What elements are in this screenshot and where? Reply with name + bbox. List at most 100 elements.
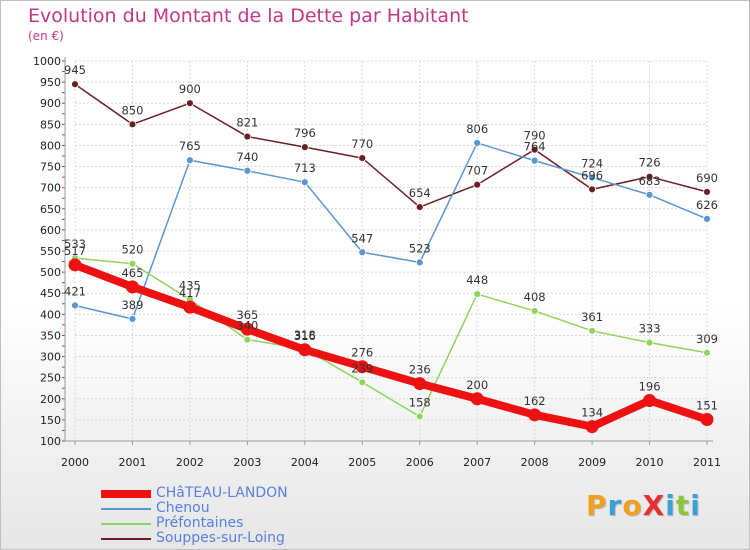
data-point: [585, 420, 599, 434]
data-label: 408: [524, 290, 546, 304]
data-label: 361: [581, 310, 603, 324]
legend-label: Souppes-sur-Loing: [156, 530, 285, 546]
data-point: [243, 335, 252, 344]
logo-letter: P: [586, 489, 608, 522]
x-tick-label: 2011: [693, 456, 721, 469]
x-tick-label: 2002: [176, 456, 204, 469]
y-tick-label: 1000: [33, 55, 61, 68]
y-tick-label: 300: [40, 351, 61, 364]
data-point: [530, 145, 539, 154]
legend-swatch: [101, 523, 151, 525]
y-tick-label: 800: [40, 139, 61, 152]
data-label: 713: [294, 161, 316, 175]
data-label: 821: [236, 116, 258, 130]
data-point: [355, 360, 369, 374]
x-tick-label: 2004: [291, 456, 319, 469]
data-label: 900: [179, 82, 201, 96]
y-tick-label: 150: [40, 414, 61, 427]
data-point: [71, 80, 79, 89]
data-point: [298, 343, 312, 357]
data-label: 236: [409, 363, 431, 377]
chart-unit-label: (en €): [28, 29, 64, 43]
data-label: 850: [121, 103, 143, 117]
y-tick-label: 200: [40, 393, 61, 406]
x-tick-label: 2009: [578, 456, 606, 469]
data-point: [186, 156, 194, 165]
data-point: [128, 315, 137, 323]
data-label: 790: [524, 129, 546, 143]
data-point: [473, 139, 482, 147]
proxiti-logo: ProXiti: [586, 489, 701, 522]
data-label: 134: [581, 406, 603, 420]
data-point: [700, 412, 714, 426]
data-point: [415, 412, 424, 421]
data-label: 448: [466, 273, 488, 287]
y-tick-label: 950: [40, 76, 61, 89]
data-label: 520: [121, 243, 143, 257]
data-point: [588, 326, 596, 335]
data-label: 796: [294, 126, 316, 140]
y-tick-label: 500: [40, 266, 61, 279]
data-label: 740: [236, 150, 258, 164]
data-point: [415, 258, 424, 267]
y-tick-label: 650: [40, 203, 61, 216]
y-tick-label: 400: [40, 308, 61, 321]
data-label: 806: [466, 122, 488, 136]
data-point: [703, 215, 711, 223]
data-label: 626: [696, 198, 718, 212]
data-point: [415, 203, 424, 211]
data-label: 726: [639, 156, 661, 170]
data-label: 316: [294, 329, 316, 343]
data-label: 690: [696, 171, 718, 185]
data-point: [473, 290, 482, 298]
data-label: 162: [524, 394, 546, 408]
data-point: [300, 178, 309, 187]
logo-letter: r: [607, 489, 623, 522]
y-tick-label: 850: [40, 118, 61, 131]
data-point: [645, 172, 654, 181]
chart-title: Evolution du Montant de la Dette par Hab…: [28, 5, 469, 27]
legend-label: Chenou: [156, 500, 210, 516]
legend-swatch: [101, 508, 151, 510]
data-point: [473, 180, 482, 189]
data-label: 764: [524, 140, 546, 154]
data-point: [243, 166, 252, 175]
y-tick-label: 450: [40, 287, 61, 300]
data-label: 435: [179, 279, 201, 293]
data-label: 318: [294, 328, 316, 342]
data-label: 333: [639, 322, 661, 336]
series-line: [71, 260, 711, 431]
logo-letter: i: [690, 489, 701, 522]
data-label: 389: [121, 298, 143, 312]
data-point: [358, 154, 367, 163]
data-label: 151: [696, 398, 718, 412]
data-point: [186, 99, 194, 108]
data-label: 654: [409, 186, 431, 200]
data-point: [413, 377, 427, 391]
logo-letter: i: [665, 489, 676, 522]
y-tick-label: 350: [40, 329, 61, 342]
data-point: [125, 280, 139, 294]
logo-letter: X: [642, 489, 666, 522]
y-tick-label: 100: [40, 435, 61, 448]
data-label: 309: [696, 332, 718, 346]
logo-letter: t: [675, 489, 691, 522]
data-label: 945: [64, 63, 86, 77]
y-tick-label: 750: [40, 161, 61, 174]
data-point: [643, 393, 657, 407]
data-point: [645, 190, 654, 199]
data-label: 465: [121, 266, 143, 280]
legend-swatch: [101, 490, 151, 498]
series-line: [74, 83, 708, 208]
data-point: [588, 173, 596, 182]
data-label: 707: [466, 164, 488, 178]
data-label: 696: [581, 168, 603, 182]
x-tick-label: 2008: [521, 456, 549, 469]
y-tick-label: 900: [40, 97, 61, 110]
data-label: 239: [351, 361, 373, 375]
data-point: [703, 348, 711, 357]
data-point: [358, 378, 367, 387]
data-point: [528, 408, 542, 422]
data-label: 724: [581, 157, 603, 171]
data-label: 517: [64, 244, 86, 258]
